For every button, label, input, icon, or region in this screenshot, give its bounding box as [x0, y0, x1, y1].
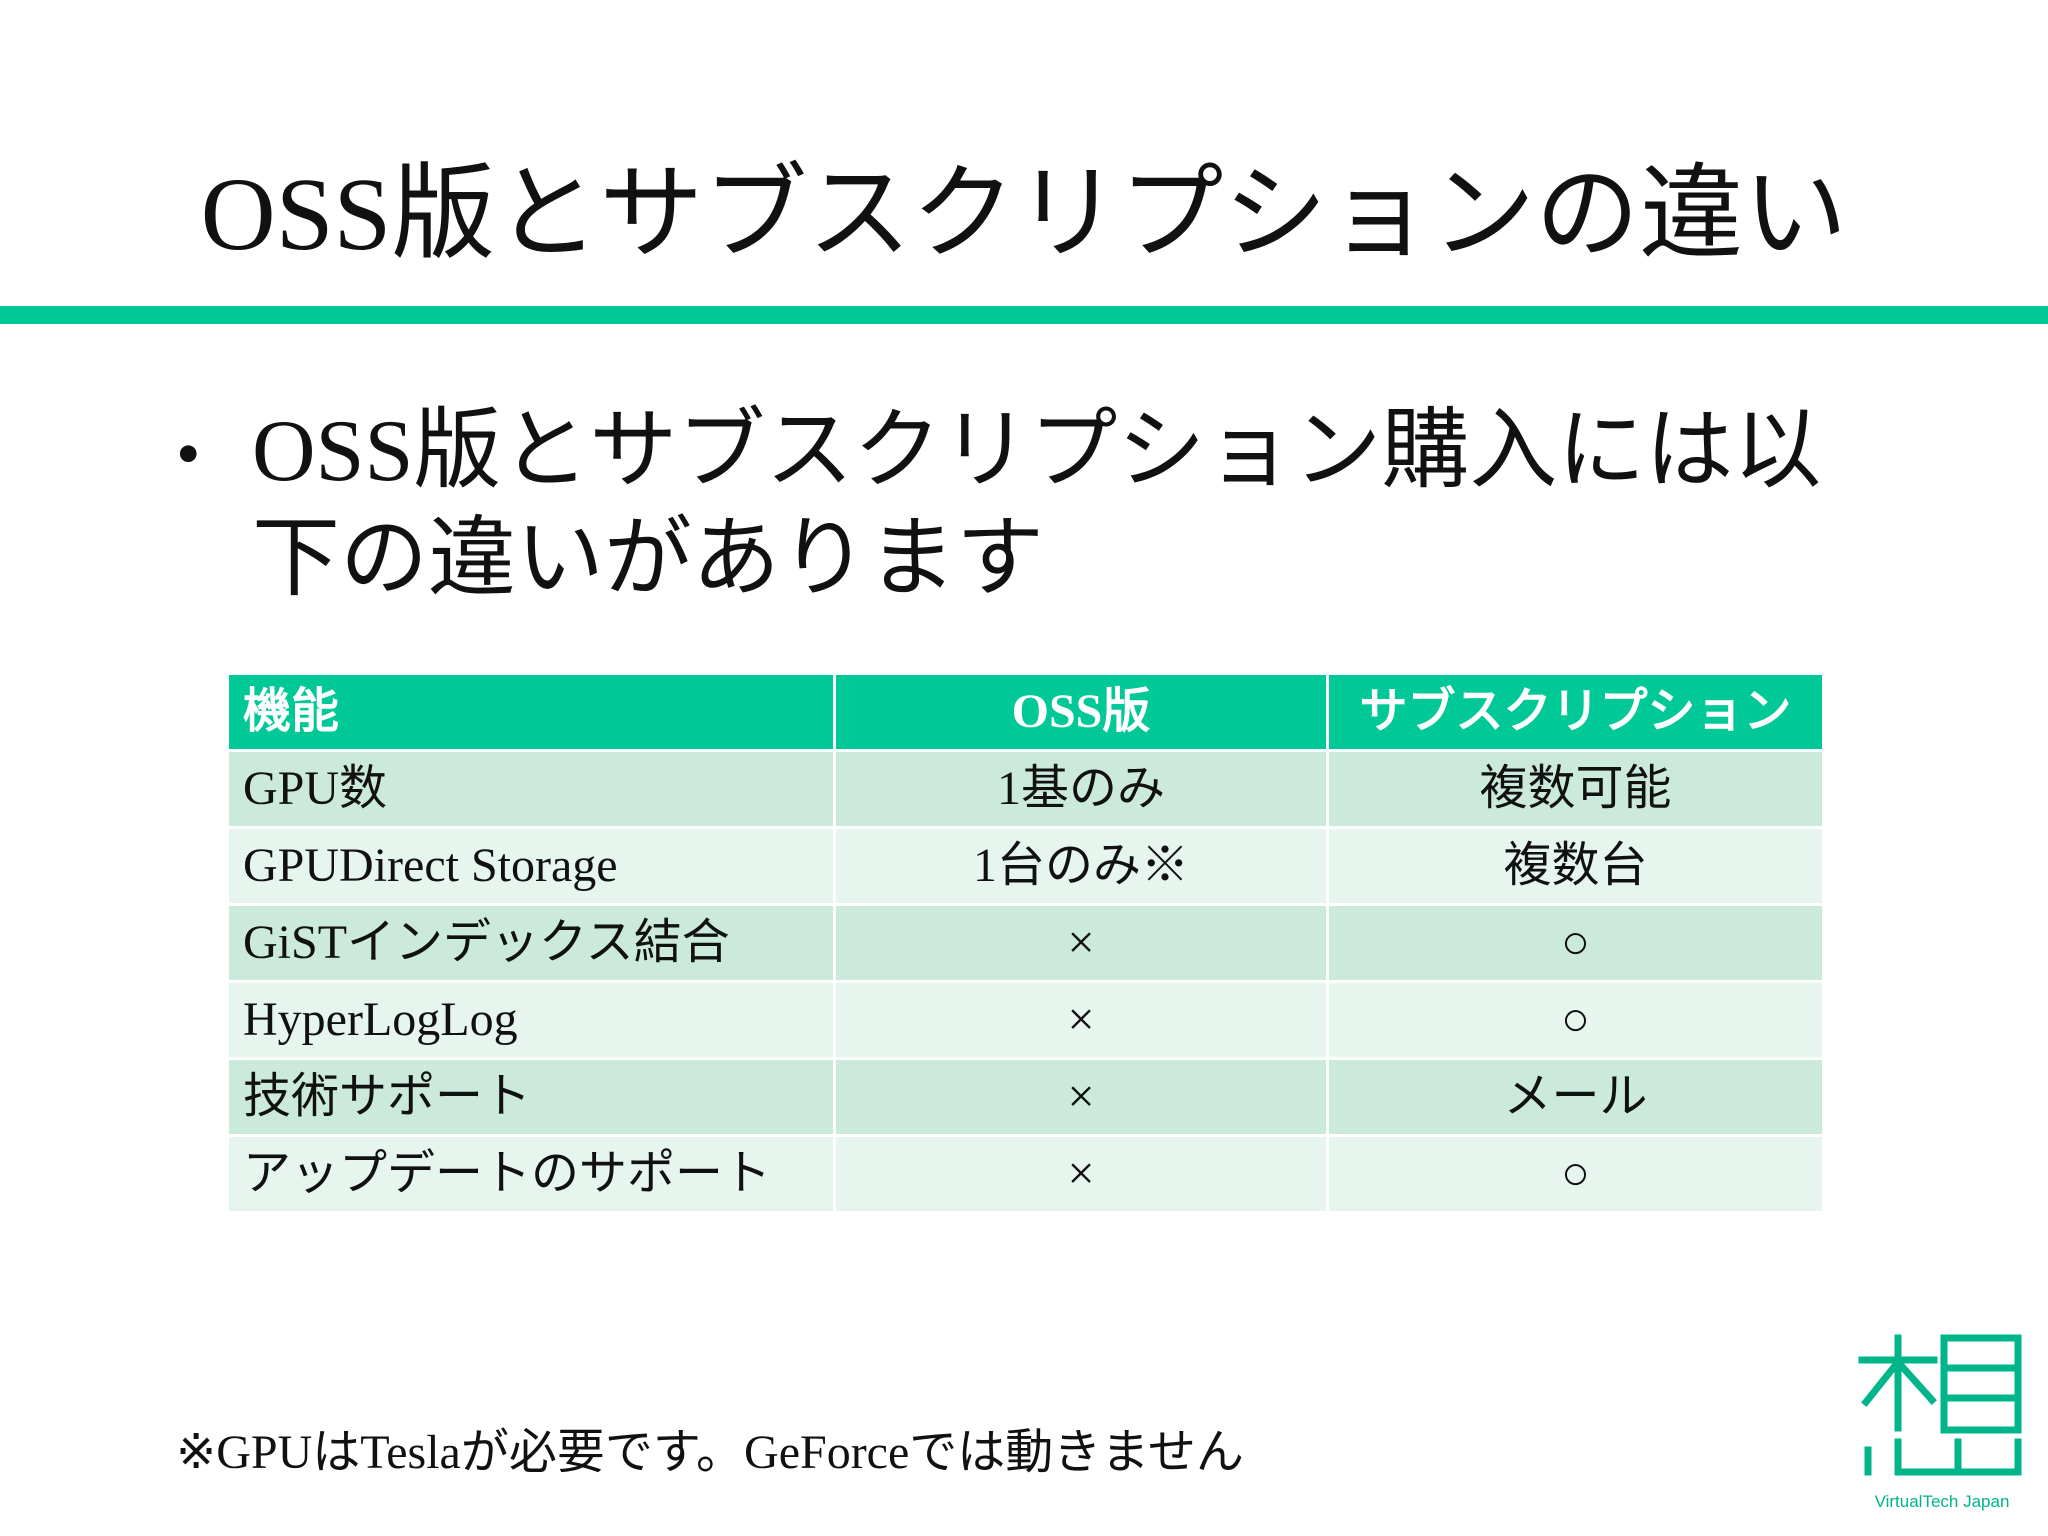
cell-subscription: ○	[1329, 983, 1822, 1057]
cell-oss: ×	[836, 1060, 1326, 1134]
cell-oss: ×	[836, 906, 1326, 980]
cell-subscription: メール	[1329, 1060, 1822, 1134]
table-header-row: 機能 OSS版 サブスクリプション	[229, 675, 1822, 749]
table-row: HyperLogLog × ○	[229, 983, 1822, 1057]
cell-subscription: 複数台	[1329, 829, 1822, 903]
comparison-table: 機能 OSS版 サブスクリプション GPU数 1基のみ 複数可能 GPUDire…	[226, 672, 1825, 1214]
cell-feature: 技術サポート	[229, 1060, 833, 1134]
cell-feature: GiSTインデックス結合	[229, 906, 833, 980]
header-subscription: サブスクリプション	[1329, 675, 1822, 749]
table-row: GiSTインデックス結合 × ○	[229, 906, 1822, 980]
cell-feature: アップデートのサポート	[229, 1137, 833, 1211]
header-feature: 機能	[229, 675, 833, 749]
cell-oss: 1基のみ	[836, 752, 1326, 826]
vtj-logo-icon	[1858, 1334, 2022, 1476]
bullet-text: OSS版とサブスクリプション購入には以下の違いがあります	[252, 403, 1822, 608]
bullet-dot-icon: •	[176, 416, 201, 493]
header-oss: OSS版	[836, 675, 1326, 749]
table-row: GPU数 1基のみ 複数可能	[229, 752, 1822, 826]
cell-feature: GPU数	[229, 752, 833, 826]
footnote: ※GPUはTeslaが必要です。GeForceでは動きません	[176, 1426, 1244, 1479]
cell-subscription: ○	[1329, 906, 1822, 980]
table-row: アップデートのサポート × ○	[229, 1137, 1822, 1211]
cell-subscription: 複数可能	[1329, 752, 1822, 826]
title-divider	[0, 306, 2048, 324]
table-row: 技術サポート × メール	[229, 1060, 1822, 1134]
cell-feature: HyperLogLog	[229, 983, 833, 1057]
cell-oss: ×	[836, 983, 1326, 1057]
cell-oss: 1台のみ※	[836, 829, 1326, 903]
cell-feature: GPUDirect Storage	[229, 829, 833, 903]
table-row: GPUDirect Storage 1台のみ※ 複数台	[229, 829, 1822, 903]
logo-text: VirtualTech Japan	[1874, 1492, 2010, 1511]
slide-title: OSS版とサブスクリプションの違い	[200, 157, 1848, 272]
cell-oss: ×	[836, 1137, 1326, 1211]
cell-subscription: ○	[1329, 1137, 1822, 1211]
